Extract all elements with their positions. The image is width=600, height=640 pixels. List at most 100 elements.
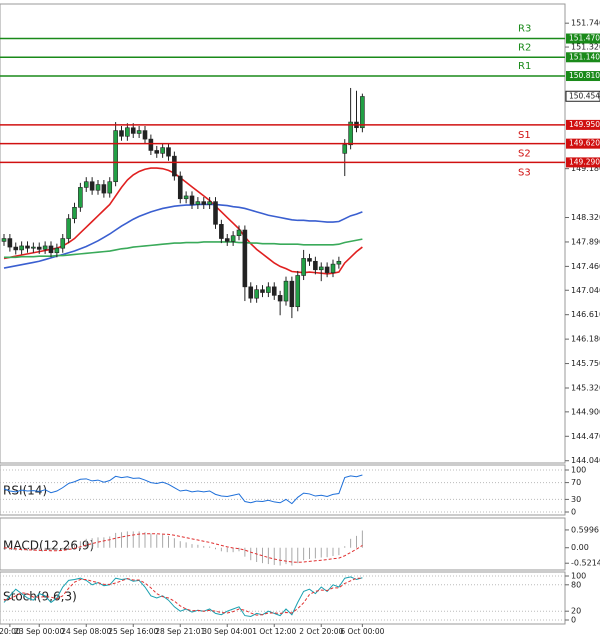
moving-average [4,238,363,259]
level-name: S1 [518,130,531,141]
candle-body [348,121,353,146]
level-label: 150.810 [569,71,600,80]
level-name: R1 [518,61,531,72]
level-label: 151.140 [569,52,600,61]
y-tick-label: 70 [571,478,581,487]
x-tick-label: 1 Oct 12:00 [252,627,296,636]
candle-body [13,246,19,251]
candle-body [36,246,42,250]
candle-body [183,195,189,200]
candle-body [31,246,36,249]
x-tick-label: 20:00 [0,627,21,636]
level-label: 149.290 [569,157,600,166]
y-tick-label: 144.900 [571,407,600,416]
y-tick-label: 151.320 [571,43,600,52]
candle-body [260,289,265,293]
candle-body [54,247,60,254]
candle-body [248,286,254,299]
y-tick-label: 80 [571,580,581,589]
candle-body [19,245,24,251]
macd-panel [0,517,566,571]
candle-body [107,181,113,194]
candle-body [78,187,83,208]
candle-body [271,286,277,296]
y-tick-label: 147.890 [571,237,600,246]
level-box [566,119,600,130]
y-tick-label: 100 [571,572,586,581]
candle-body [142,130,148,140]
candle-body [60,238,66,249]
candle-body [66,218,71,239]
level-name: S3 [518,167,531,178]
x-tick-label: 2 Oct 20:00 [299,627,343,636]
y-tick-label: 151.740 [571,19,600,28]
candle-body [119,130,124,137]
y-tick-label: 144.470 [571,432,600,441]
candle-body [1,238,7,242]
indicator-line [3,576,363,617]
x-tick-label: 23 Sep 00:00 [14,627,64,636]
candle-body [318,266,324,271]
stoch-panel [0,571,566,625]
candle-body [25,245,30,249]
candle-body [307,258,312,262]
indicator-line [3,474,363,505]
candle-body [236,229,242,237]
candle-body [172,155,177,177]
candle-body [230,235,236,242]
candle-body [313,260,318,271]
y-tick-label: 147.040 [571,286,600,295]
candle-body [324,266,330,273]
x-tick-label: 24 Sep 08:00 [61,627,111,636]
candle-body [301,258,306,276]
candle-body [189,195,195,205]
candle-body [330,263,336,273]
level-label: 151.470 [569,34,600,43]
candle-body [254,289,259,299]
candle-body [160,147,165,154]
y-tick-label: 0 [571,616,576,625]
y-tick-label: 149.180 [571,164,600,173]
candle-body [219,224,224,239]
candle-body [166,147,171,157]
candle-body [72,206,77,219]
candle-body [195,201,201,205]
indicator-line [3,533,363,563]
level-box [566,138,600,149]
y-tick-label: 147.460 [571,262,600,271]
y-tick-label: -0.5214 [571,559,600,568]
y-tick-label: 144.040 [571,456,600,465]
level-label: 149.950 [569,120,600,129]
candle-body [177,175,183,200]
candle-body [148,138,154,151]
candle-body [130,127,136,134]
x-tick-label: 25 Sep 16:00 [108,627,158,636]
candle-body [242,229,248,288]
candle-body [113,130,118,183]
x-tick-label: 6 Oct 00:00 [340,627,384,636]
y-tick-label: 146.180 [571,335,600,344]
level-box [566,71,600,82]
candle-body [136,130,142,134]
y-tick-label: 100 [571,466,586,475]
price-box [565,90,600,102]
candle-body [283,280,289,302]
level-box [566,52,600,63]
y-tick-label: 146.610 [571,310,600,319]
candle-body [42,245,48,250]
y-tick-label: 145.750 [571,359,600,368]
candle-body [207,201,212,205]
candle-body [224,238,230,242]
moving-average [3,203,363,269]
x-tick-label: 28 Sep 21:01 [155,627,205,636]
level-name: S2 [518,149,531,160]
level-name: R2 [518,42,531,53]
candle-body [89,181,95,191]
candle-body [266,286,271,293]
candle-body [48,245,54,254]
level-name: R3 [518,24,531,35]
indicator-line [3,577,363,616]
candle-body [201,201,207,205]
candle-body [289,280,295,308]
